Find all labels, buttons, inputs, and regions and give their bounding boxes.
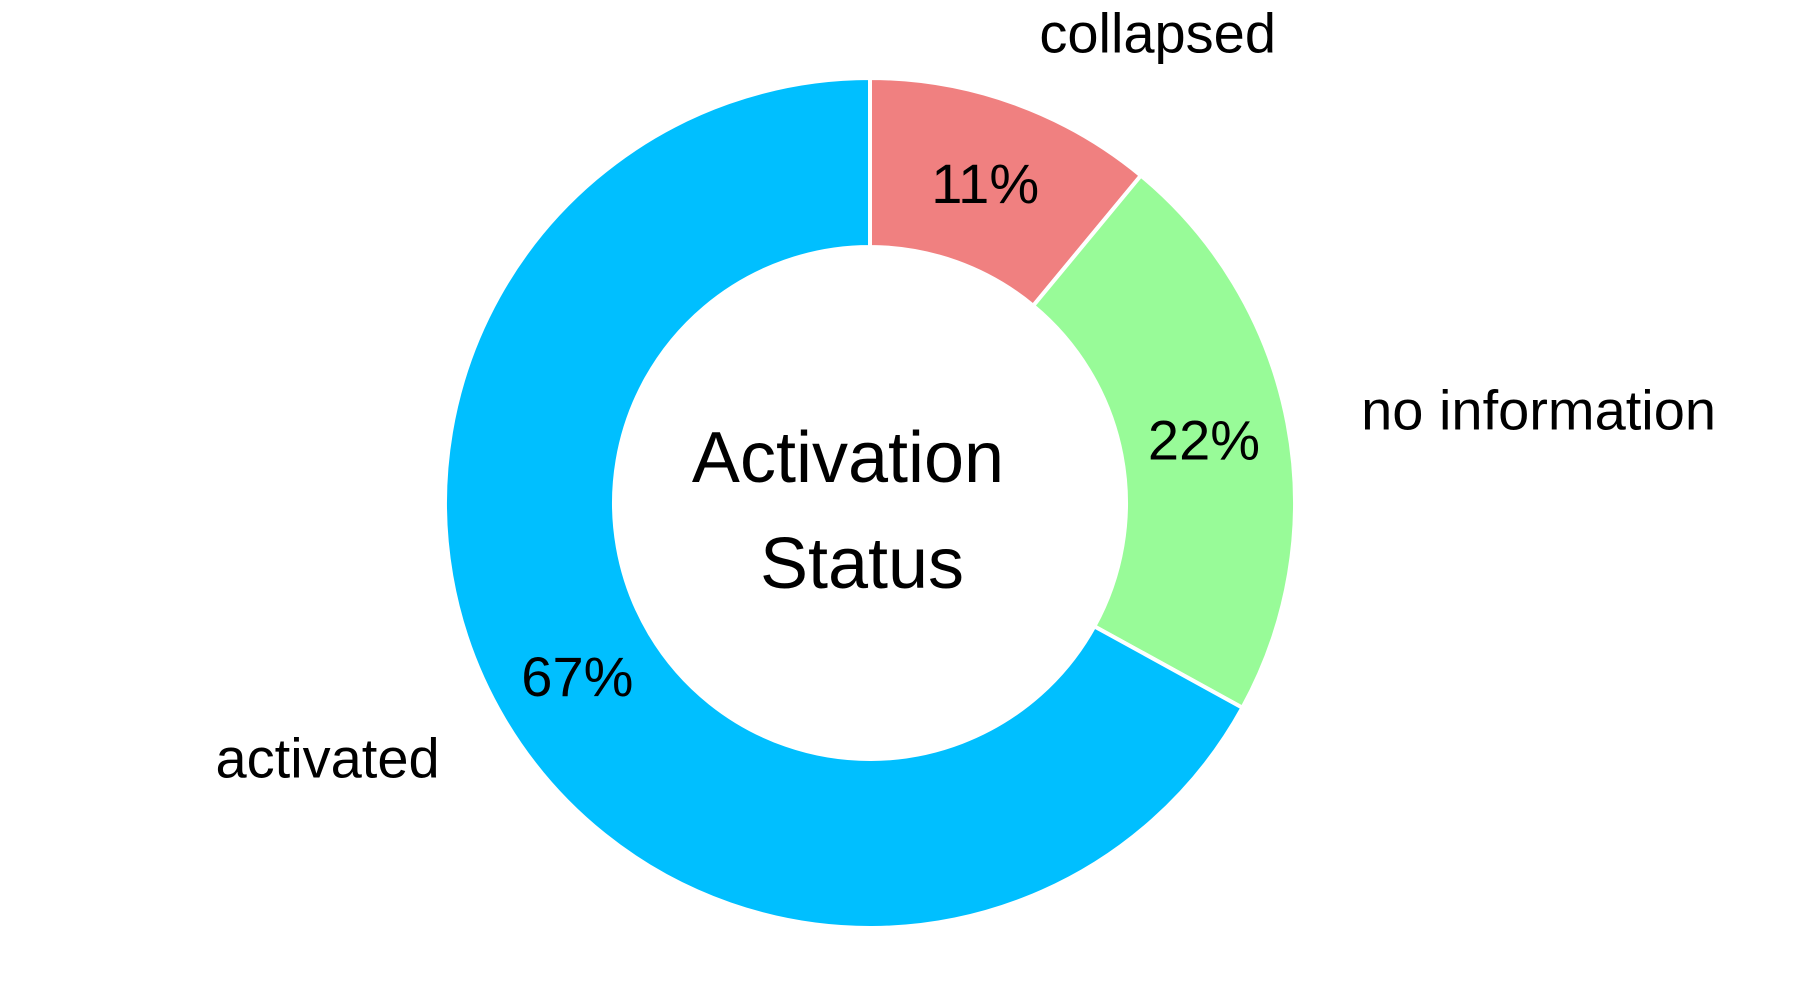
slices-group — [443, 75, 1297, 930]
center-title-line-2: Status — [760, 524, 964, 604]
slice-no-information — [1030, 172, 1297, 711]
center-title-line-1: Activation — [692, 418, 1004, 498]
slice-label-activated: activated — [215, 727, 439, 790]
pct-label-collapsed: 11% — [931, 152, 1039, 215]
slice-label-collapsed: collapsed — [1039, 2, 1276, 65]
pct-label-activated: 67% — [521, 645, 633, 708]
pct-label-no-information: 22% — [1148, 408, 1260, 471]
slice-label-no-information: no information — [1361, 378, 1716, 441]
slice-activated — [443, 75, 1246, 930]
labels-group: 11% collapsed 22% no information 67% activate… — [215, 2, 1716, 790]
